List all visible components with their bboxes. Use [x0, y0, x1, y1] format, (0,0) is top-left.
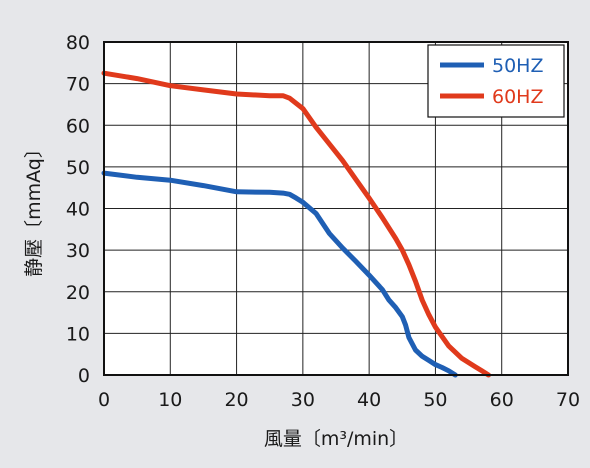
y-tick-labels: 0 10 20 30 40 50 60 70 80 [66, 32, 90, 387]
y-tick-label: 20 [66, 282, 90, 304]
series-line-60hz [101, 70, 491, 378]
x-tick-label: 20 [224, 389, 248, 411]
y-tick-label: 70 [66, 74, 90, 96]
y-tick-label: 60 [66, 115, 90, 137]
x-axis-title: 風量〔m³/min〕 [264, 428, 408, 450]
plot-frame [103, 41, 569, 376]
y-axis-title: 静壓〔mmAq〕 [23, 139, 45, 277]
legend-box [427, 44, 565, 118]
y-tick-label: 10 [66, 323, 90, 345]
series-line-50hz [101, 170, 458, 378]
legend: 50HZ 60HZ [427, 44, 565, 118]
y-tick-label: 50 [66, 157, 90, 179]
legend-label-50hz: 50HZ [492, 55, 543, 77]
x-tick-label: 60 [490, 389, 514, 411]
y-tick-label: 40 [66, 199, 90, 221]
series-lines [101, 70, 491, 378]
x-tick-label: 40 [357, 389, 381, 411]
x-tick-label: 50 [423, 389, 447, 411]
y-tick-label: 0 [78, 365, 90, 387]
y-tick-label: 80 [66, 32, 90, 54]
y-tick-label: 30 [66, 240, 90, 262]
x-tick-label: 30 [291, 389, 315, 411]
x-tick-label: 0 [98, 389, 110, 411]
x-tick-labels: 0 10 20 30 40 50 60 70 [98, 389, 580, 411]
x-tick-label: 10 [158, 389, 182, 411]
x-tick-label: 70 [556, 389, 580, 411]
legend-label-60hz: 60HZ [492, 86, 543, 108]
